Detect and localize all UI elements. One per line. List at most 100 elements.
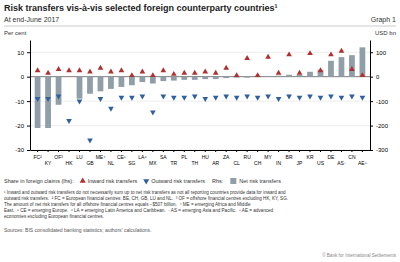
tick-mark: [278, 150, 279, 152]
bar: [87, 77, 93, 94]
tick-label: AS⁷: [337, 160, 346, 166]
footnote: outward risk transfers. ² FC = European …: [4, 196, 288, 201]
grid: [30, 52, 370, 150]
tick-label: TH: [191, 160, 198, 166]
point: [66, 67, 72, 72]
point: [349, 66, 355, 71]
tick: OF³: [54, 150, 63, 160]
bar: [265, 75, 271, 77]
point: [297, 70, 303, 75]
tick-mark: [362, 150, 363, 152]
tick-mark: [89, 150, 90, 152]
tick: 0: [21, 74, 30, 80]
legend-swatch: [143, 179, 149, 184]
separator: [4, 26, 396, 27]
point: [307, 95, 313, 100]
tick-mark: [370, 126, 373, 127]
tick-mark: [58, 150, 59, 152]
plot-marks: [35, 47, 366, 143]
axis-line: [30, 41, 31, 151]
point: [129, 72, 135, 77]
tick-label: CH: [254, 160, 262, 166]
tick-mark: [370, 52, 373, 53]
bar: [307, 72, 313, 77]
point: [360, 96, 366, 101]
bar: [171, 77, 177, 81]
point: [318, 96, 324, 101]
tick: -20: [15, 123, 30, 129]
point: [98, 97, 104, 102]
point: [339, 48, 345, 53]
tick: US: [317, 150, 325, 166]
tick-label: 0: [21, 74, 25, 80]
point: [276, 70, 282, 75]
point: [297, 96, 303, 101]
point: [192, 70, 198, 75]
tick-label: OF³: [54, 154, 63, 160]
grid-line: [30, 52, 370, 53]
y2-axis-title: USD bn: [375, 30, 396, 36]
tick-label: FC²: [33, 154, 42, 160]
bar: [339, 57, 345, 77]
point: [213, 96, 219, 101]
tick: GB: [86, 150, 94, 166]
tick: ME⁴: [96, 150, 106, 160]
tick-mark: [247, 150, 248, 152]
series-scatter: [35, 95, 365, 144]
point: [66, 119, 72, 124]
point: [265, 95, 271, 100]
tick: PL: [181, 150, 187, 160]
point: [265, 54, 271, 59]
tick-label: HK: [66, 160, 74, 166]
point: [98, 65, 104, 70]
point: [234, 72, 240, 77]
footnote: economies excluding European financial c…: [4, 214, 104, 219]
tick: -30: [15, 147, 30, 153]
tick-mark: [257, 150, 258, 152]
tick-mark: [268, 150, 269, 152]
tick-label: -20: [15, 123, 24, 129]
bar: [160, 77, 166, 81]
footnote: East. ⁵ CE = emerging Europe. ⁶ LA = eme…: [4, 208, 274, 213]
tick-label: AR: [212, 160, 219, 166]
tick: LU: [76, 150, 83, 160]
bar: [286, 75, 292, 77]
tick: LA⁶: [138, 150, 146, 160]
tick-mark: [215, 150, 216, 152]
tick: HU: [202, 150, 210, 160]
bar: [56, 77, 62, 105]
footnote: The amount of net risk transfers for all…: [4, 202, 251, 207]
footnote: ¹ Inward and outward risk transfers do n…: [4, 190, 286, 195]
tick-label: CL: [233, 160, 240, 166]
axis-line: [370, 41, 371, 151]
tick: 100: [370, 50, 387, 56]
tick-mark: [131, 150, 132, 152]
bar: [192, 77, 198, 80]
point: [35, 97, 41, 102]
tick-label: IN: [276, 160, 281, 166]
point: [234, 96, 240, 101]
legend: Share in foreign claims (lhs):Inward ris…: [4, 177, 281, 184]
bar: [202, 77, 208, 79]
point: [150, 72, 156, 77]
tick: FC²: [33, 150, 42, 160]
tick: CN: [348, 150, 356, 160]
tick-mark: [236, 150, 237, 152]
tick-mark: [152, 150, 153, 152]
footnotes: ¹ Inward and outward risk transfers do n…: [4, 190, 288, 219]
y2-axis: -300-200-1000100: [370, 41, 389, 154]
bar: [150, 77, 156, 84]
title: Risk transfers vis-à-vis selected foreig…: [4, 3, 278, 13]
tick: 10: [17, 50, 30, 56]
tick: BR: [286, 150, 293, 160]
point: [45, 97, 51, 102]
tick-label: GB: [86, 160, 94, 166]
point: [45, 70, 51, 75]
tick-label: MY: [264, 154, 272, 160]
bar: [108, 77, 114, 89]
tick-mark: [27, 150, 30, 151]
bar: [349, 55, 355, 77]
tick-label: CN: [348, 154, 356, 160]
tick: MX: [149, 150, 157, 166]
tick-mark: [310, 150, 311, 152]
